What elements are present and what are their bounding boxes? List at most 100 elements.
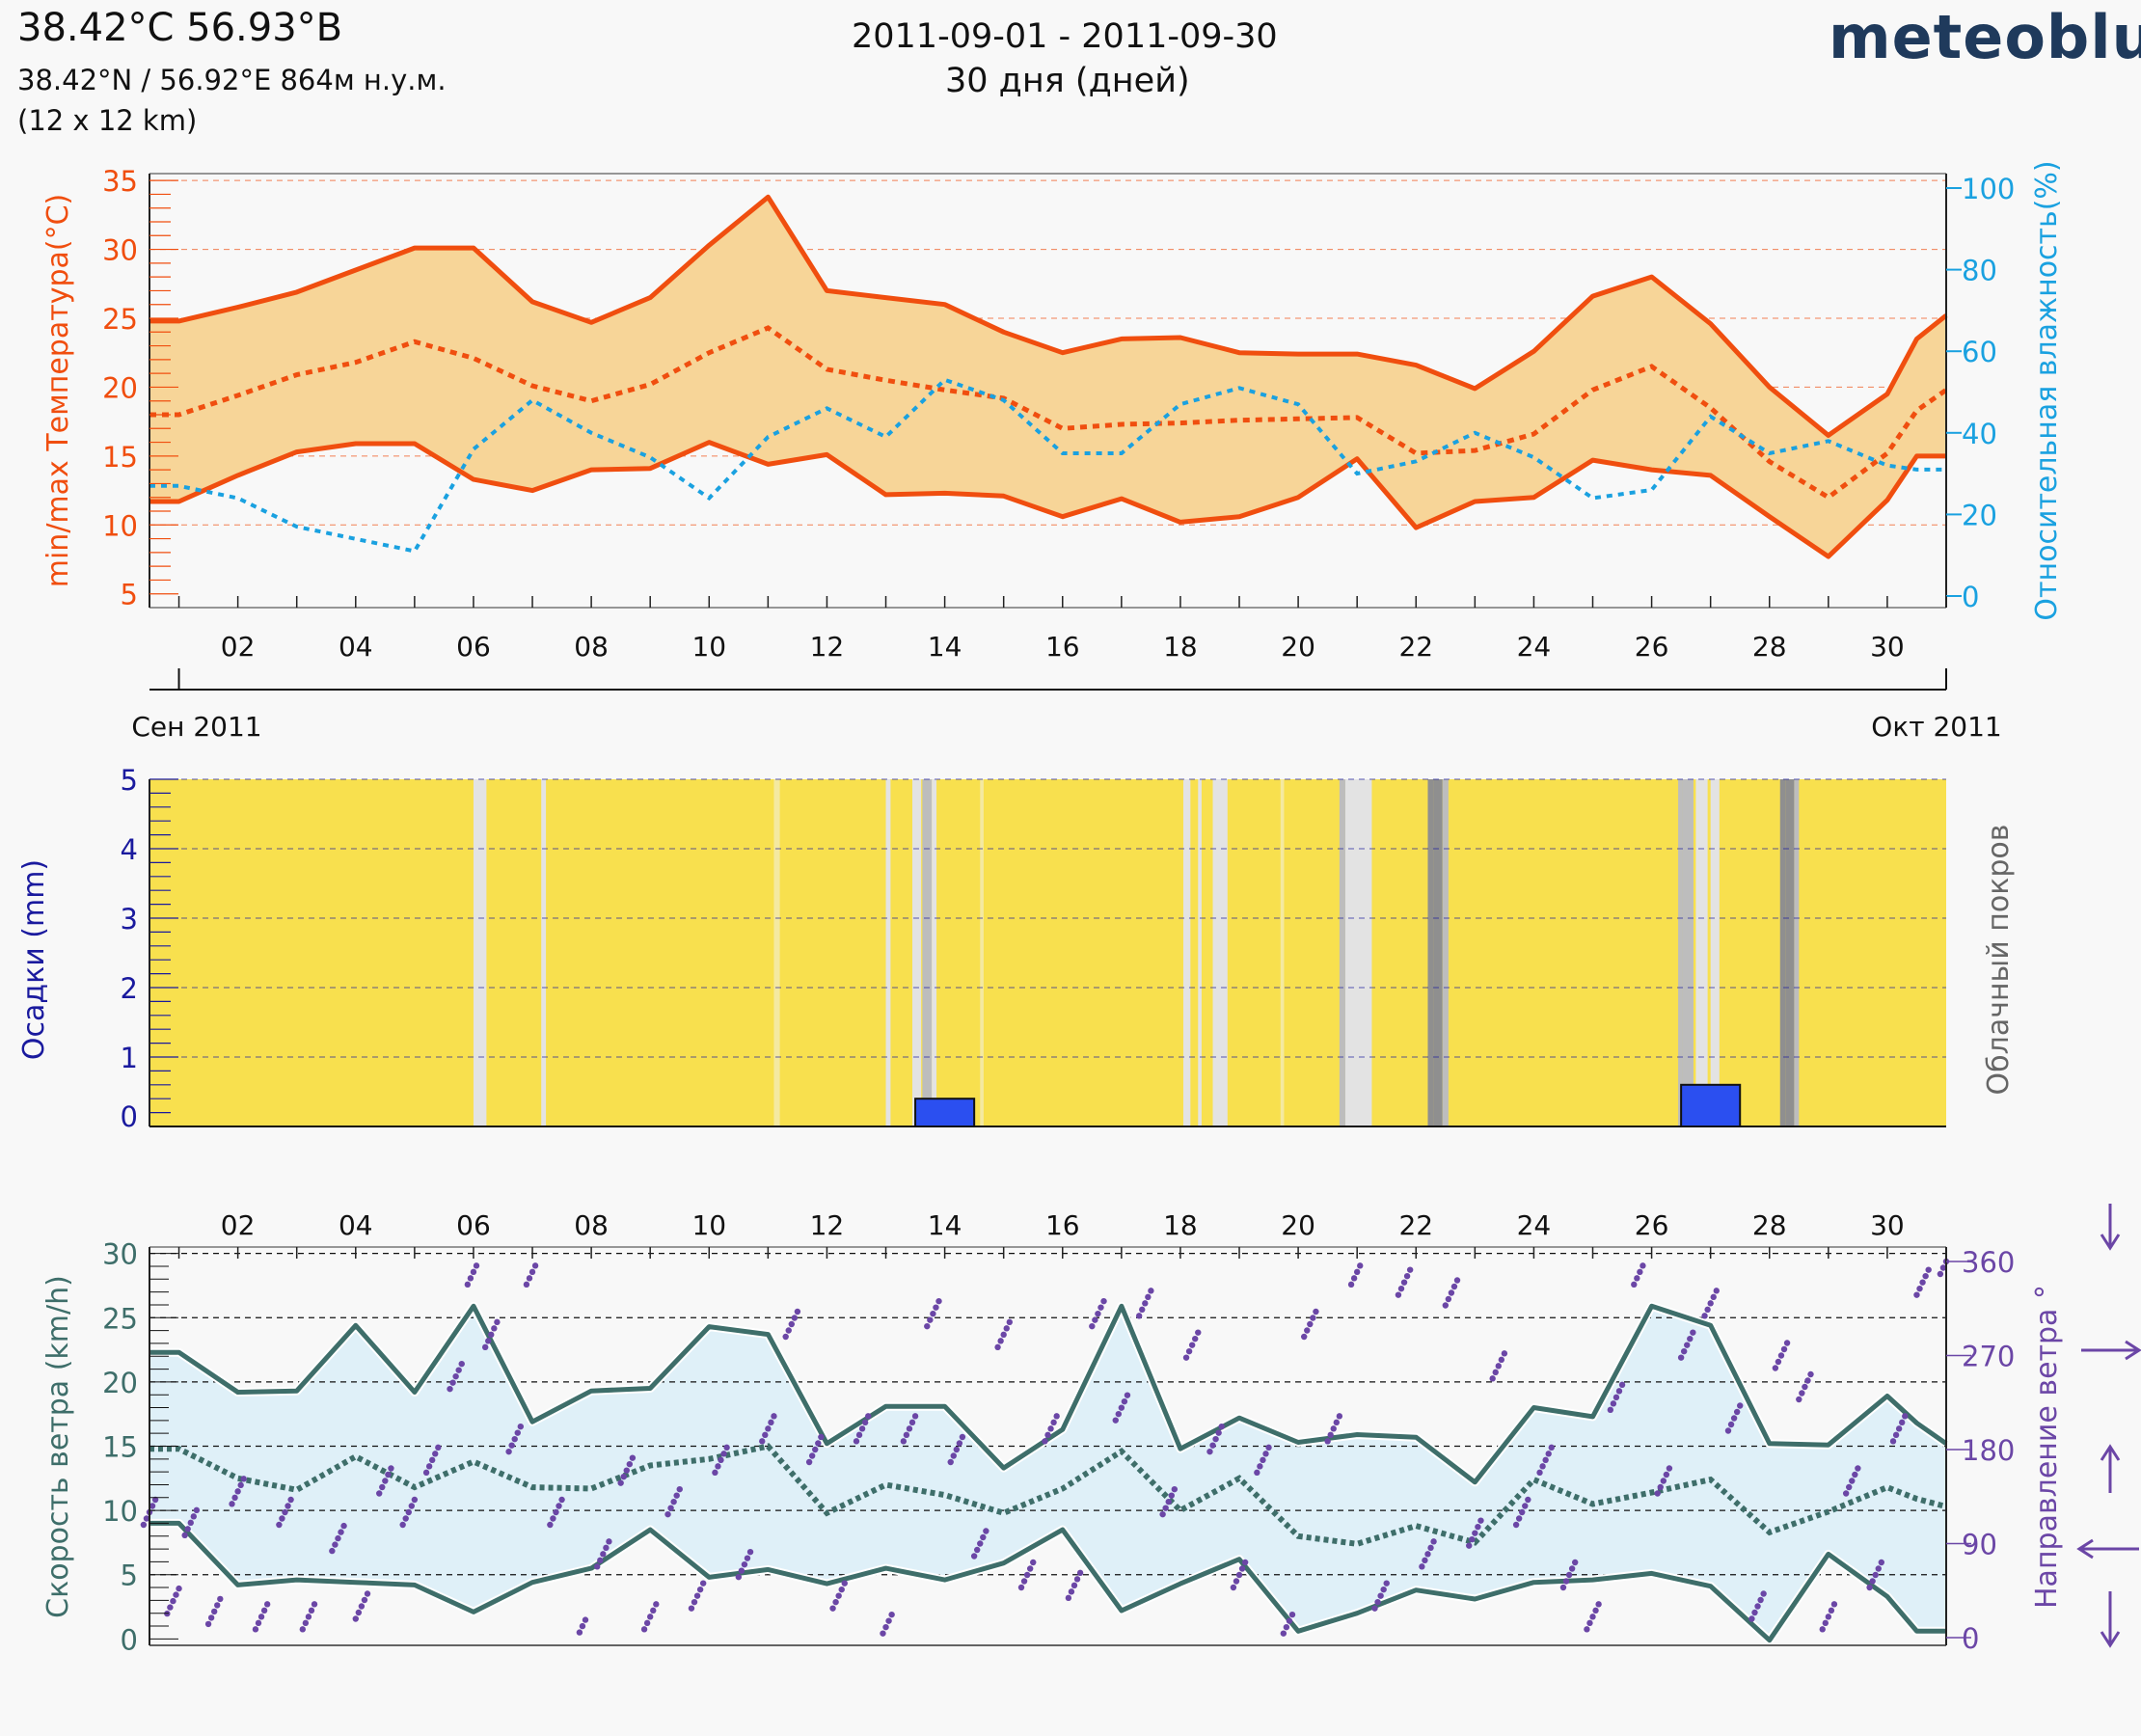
south-wind-arrow-icon — [2100, 1444, 2121, 1493]
wind-direction-marker — [1100, 1297, 1107, 1305]
wind-direction-marker — [617, 1479, 624, 1486]
date-tick-label: 26 — [1635, 631, 1669, 663]
wind-direction-marker — [1751, 1609, 1758, 1616]
wind-direction-marker — [1822, 1619, 1829, 1627]
min-temperature-line — [149, 440, 1946, 559]
wind-direction-marker — [553, 1508, 559, 1516]
wind-direction-marker — [1188, 1342, 1196, 1348]
wind-direction-marker — [470, 1268, 477, 1276]
cloud-cover-stripe — [1710, 779, 1720, 1126]
wind-direction-marker — [422, 1469, 430, 1477]
wind-direction-marker — [1098, 1304, 1104, 1311]
wind-direction-marker — [1017, 1584, 1025, 1591]
wind-direction-marker — [379, 1483, 386, 1491]
wind-direction-tick-label: 360 — [1962, 1246, 2015, 1279]
date-tick-label: 08 — [574, 631, 609, 663]
cloud-cover-stripe — [473, 779, 487, 1126]
wind-direction-marker — [428, 1456, 436, 1464]
wind-direction-marker — [1233, 1578, 1240, 1585]
wind-direction-marker — [508, 1442, 515, 1449]
wind-direction-marker — [455, 1367, 462, 1373]
wind-direction-marker — [1783, 1340, 1791, 1346]
wind-speed-axis-label: Скорость ветра (km/h) — [41, 1275, 75, 1618]
wind-direction-marker — [1283, 1623, 1290, 1631]
wind-direction-marker — [1347, 1281, 1355, 1288]
wind-direction-marker — [1939, 1264, 1947, 1271]
precipitation-panel: 0 1 2 3 4 5 Осадки (mm) Облачный покров — [17, 764, 2016, 1133]
wind-speed-tick-label: 25 — [102, 1302, 138, 1335]
wind-speed-tick-label: 10 — [102, 1495, 138, 1528]
cloud-cover-stripe — [1695, 779, 1708, 1126]
wind-direction-marker — [673, 1492, 680, 1499]
wind-direction-marker — [1006, 1318, 1013, 1326]
wind-direction-marker — [947, 1458, 954, 1466]
wind-direction-marker — [1353, 1268, 1361, 1276]
wind-direction-marker — [1324, 1438, 1331, 1445]
wind-direction-marker — [1406, 1266, 1414, 1273]
wind-direction-marker — [1634, 1275, 1640, 1282]
wind-direction-marker — [1687, 1335, 1694, 1343]
wind-direction-marker — [1235, 1571, 1243, 1579]
wind-direction-marker — [1559, 1584, 1567, 1591]
wind-direction-marker — [1030, 1559, 1037, 1566]
date-tick-label: 10 — [691, 1209, 726, 1241]
wind-direction-marker — [1737, 1402, 1744, 1409]
wind-direction-marker — [623, 1467, 630, 1474]
cloud-cover-stripe — [1344, 779, 1372, 1126]
wind-direction-marker — [841, 1580, 848, 1587]
wind-direction-marker — [526, 1275, 533, 1282]
wind-direction-marker — [1571, 1559, 1579, 1566]
date-tick-label: 16 — [1045, 631, 1080, 663]
wind-direction-marker — [759, 1438, 766, 1445]
wind-direction-marker — [1218, 1423, 1225, 1430]
wind-direction-marker — [382, 1478, 389, 1484]
wind-direction-marker — [505, 1448, 512, 1455]
wind-direction-marker — [723, 1444, 730, 1451]
wind-direction-marker — [1828, 1607, 1835, 1614]
wind-direction-marker — [865, 1413, 872, 1420]
east-wind-arrow-icon — [2076, 1538, 2139, 1560]
wind-direction-marker — [447, 1385, 453, 1393]
wind-direction-marker — [664, 1510, 671, 1518]
wind-direction-marker — [1495, 1363, 1502, 1370]
wind-direction-marker — [1185, 1347, 1193, 1355]
wind-direction-marker — [812, 1446, 819, 1453]
wind-speed-tick-label: 15 — [102, 1431, 138, 1464]
wind-direction-marker — [885, 1617, 892, 1624]
wind-direction-marker — [1525, 1496, 1531, 1504]
wind-direction-marker — [1607, 1406, 1614, 1414]
wind-direction-marker — [1548, 1444, 1555, 1451]
precipitation-bar — [914, 1098, 976, 1127]
date-range: 2011-09-01 - 2011-09-30 — [852, 17, 1278, 56]
wind-direction-marker — [1475, 1523, 1481, 1531]
wind-direction-marker — [855, 1431, 863, 1439]
wind-direction-marker — [815, 1440, 822, 1447]
wind-direction-marker — [1135, 1313, 1143, 1319]
cloud-cover-label: Облачный покров — [1982, 825, 2016, 1096]
wind-direction-marker — [140, 1521, 148, 1529]
wind-direction-marker — [1730, 1415, 1738, 1422]
wind-direction-marker — [252, 1626, 259, 1633]
wind-direction-marker — [1777, 1352, 1785, 1359]
wind-direction-marker — [1545, 1451, 1552, 1457]
wind-direction-marker — [1357, 1262, 1364, 1269]
wind-direction-marker — [352, 1615, 359, 1622]
wind-direction-marker — [597, 1557, 604, 1564]
date-tick-label: 08 — [574, 1209, 609, 1241]
wind-direction-marker — [1192, 1335, 1199, 1343]
wind-direction-marker — [1419, 1563, 1425, 1570]
wind-direction-marker — [771, 1413, 777, 1420]
wind-direction-marker — [603, 1544, 610, 1552]
wind-direction-marker — [358, 1603, 366, 1610]
wind-direction-marker — [1288, 1611, 1296, 1618]
wind-direction-marker — [385, 1471, 392, 1478]
wind-direction-marker — [1212, 1435, 1219, 1443]
date-tick-label: 04 — [339, 631, 373, 663]
wind-direction-marker — [794, 1308, 801, 1316]
meteoblue-logo: meteoblue — [1829, 2, 2141, 72]
date-tick-label: 06 — [456, 631, 491, 663]
wind-direction-marker — [435, 1444, 442, 1451]
wind-direction-marker — [229, 1501, 235, 1507]
wind-direction-marker — [1047, 1425, 1054, 1432]
wind-direction-marker — [906, 1425, 913, 1432]
